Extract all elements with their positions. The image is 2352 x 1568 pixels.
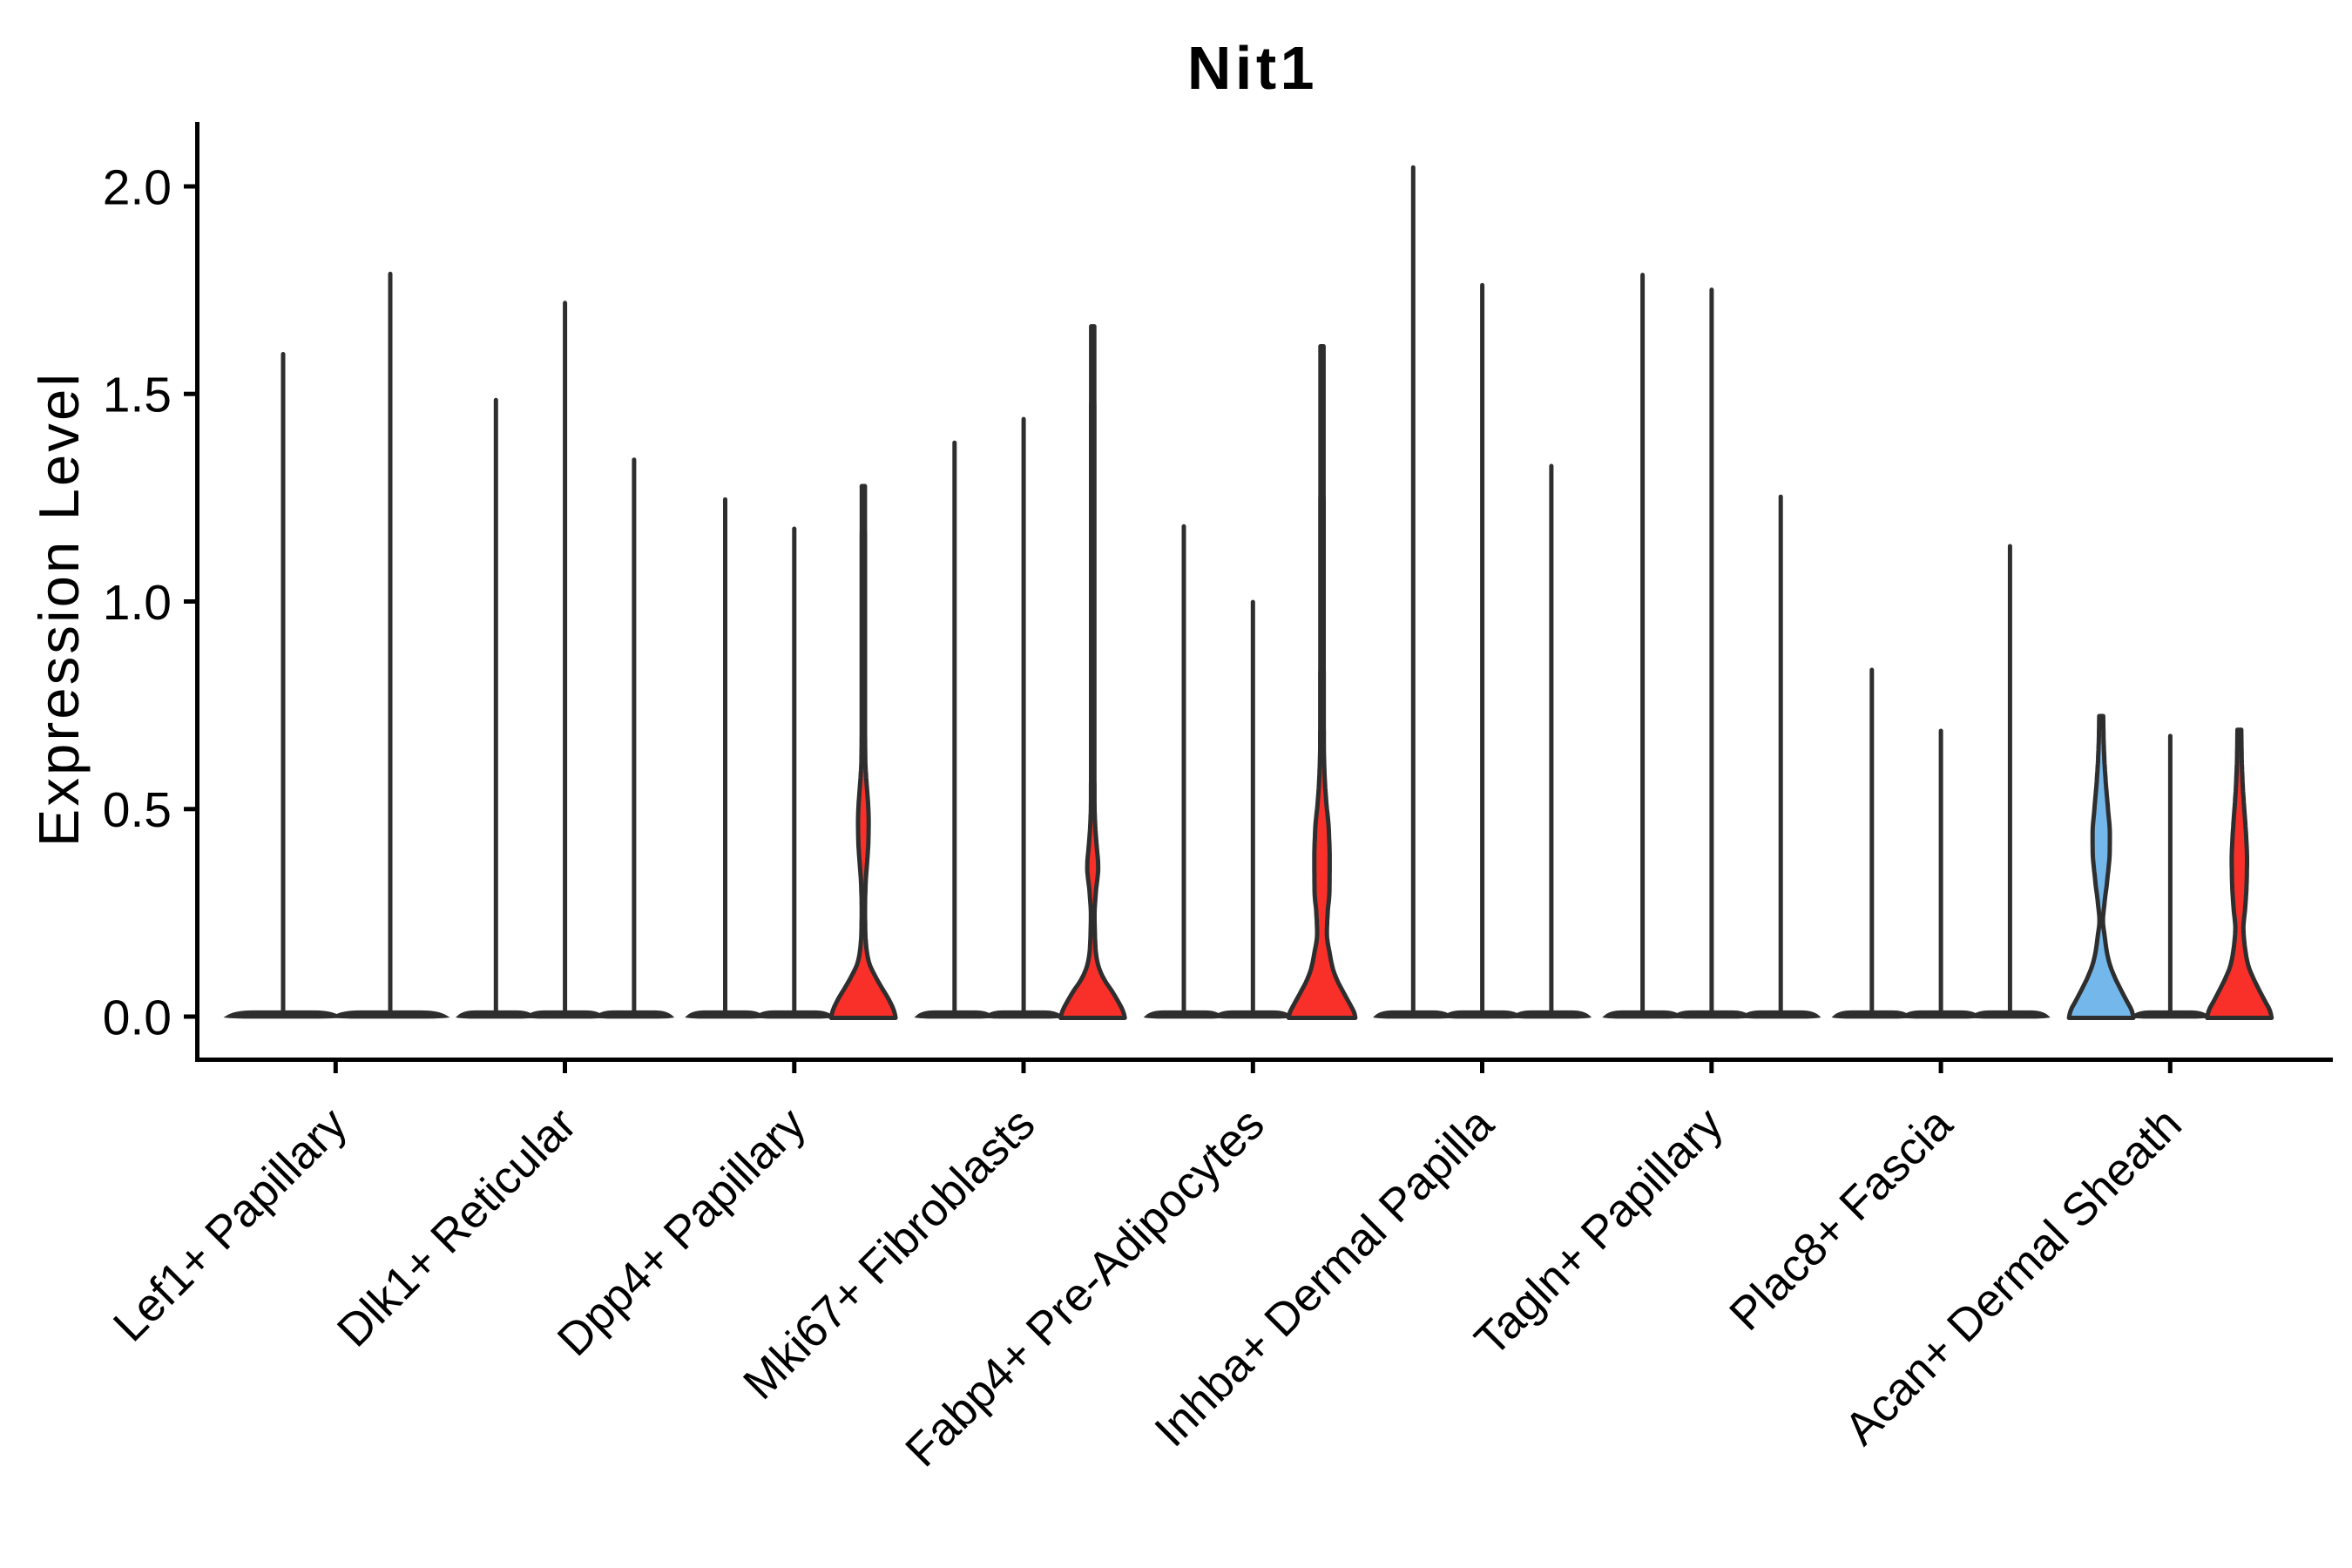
svg-text:0.0: 0.0 [103,990,172,1045]
svg-text:1.5: 1.5 [103,368,172,423]
svg-text:0.5: 0.5 [103,782,172,838]
svg-text:Expression Level: Expression Level [27,371,91,847]
svg-text:2.0: 2.0 [103,159,172,215]
svg-text:1.0: 1.0 [103,575,172,631]
svg-text:Nit1: Nit1 [1187,34,1318,102]
